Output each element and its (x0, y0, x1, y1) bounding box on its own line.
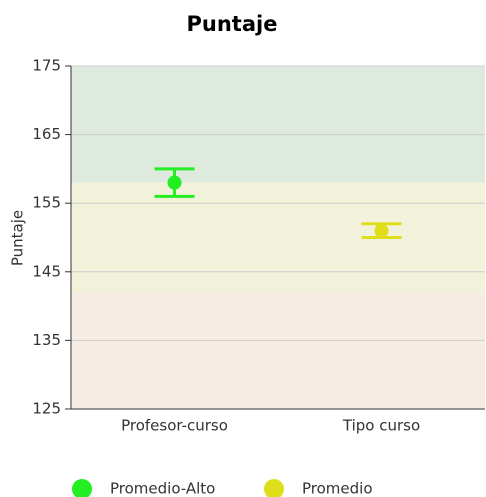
y-tick-label: 125 (32, 400, 61, 418)
legend-marker (264, 479, 284, 497)
y-tick-label: 175 (32, 57, 61, 75)
background-band (71, 66, 485, 183)
y-tick-label: 145 (32, 262, 61, 280)
legend-marker (72, 479, 92, 497)
x-tick-label: Tipo curso (342, 417, 420, 435)
point (167, 175, 182, 190)
chart-title: Puntaje (187, 12, 278, 36)
background-band (71, 292, 485, 409)
y-tick-label: 165 (32, 125, 61, 143)
y-tick-label: 135 (32, 331, 61, 349)
legend-label: Promedio-Alto (110, 480, 215, 497)
legend-label: Promedio (302, 480, 373, 497)
point (374, 223, 389, 238)
background-band (71, 182, 485, 293)
y-tick-label: 155 (32, 194, 61, 212)
y-axis-label: Puntaje (9, 210, 27, 266)
x-tick-label: Profesor-curso (121, 417, 228, 435)
